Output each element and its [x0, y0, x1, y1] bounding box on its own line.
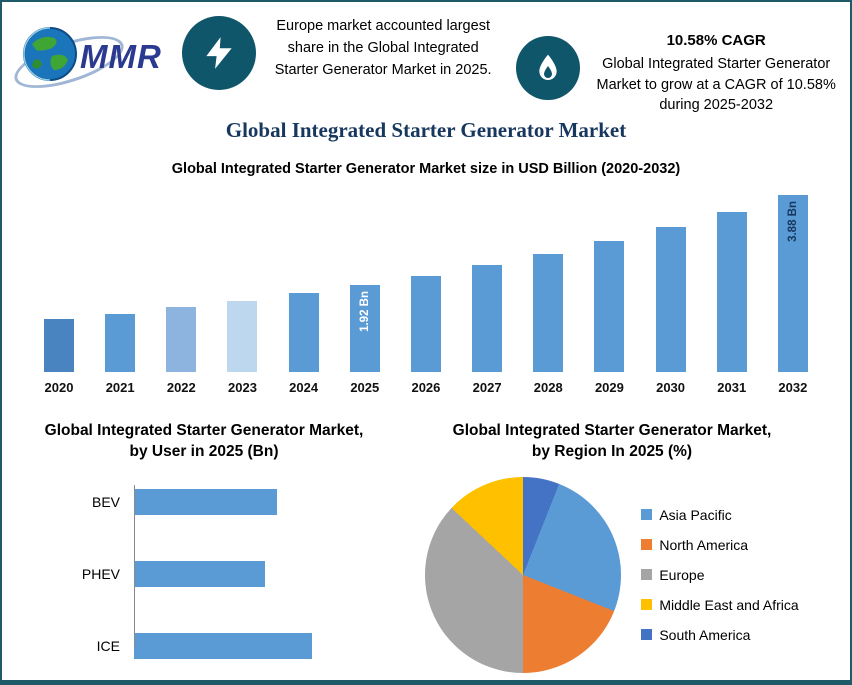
bar-column-2027: 2027 [464, 183, 510, 395]
bar-column-2032: 3.88 Bn 2032 [770, 183, 816, 395]
x-axis-label-2028: 2028 [533, 379, 563, 395]
bar-column-2025: 1.92 Bn 2025 [342, 183, 388, 395]
x-axis-label-2021: 2021 [105, 379, 135, 395]
user-bar-row-phev: PHEV [18, 560, 390, 587]
region-pie-row: Asia Pacific North America Europe Middle Ea… [425, 476, 799, 673]
user-bar-phev [134, 560, 265, 587]
bar-2029 [594, 240, 625, 372]
bar-2032: 3.88 Bn [777, 194, 808, 372]
cagr-block: 10.58% CAGR Global Integrated Starter Ge… [596, 32, 836, 116]
user-chart: Global Integrated Starter Generator Mark… [18, 421, 390, 673]
user-bar-bev [134, 488, 277, 515]
user-category-label-ice: ICE [96, 637, 120, 654]
x-axis-label-2025: 2025 [350, 379, 380, 395]
legend-swatch [641, 509, 653, 521]
x-axis-label-2029: 2029 [594, 379, 624, 395]
legend-swatch [641, 539, 653, 551]
bar-column-2024: 2024 [281, 183, 327, 395]
user-chart-title: Global Integrated Starter Generator Mark… [44, 421, 364, 460]
flame-badge [516, 36, 581, 100]
bar-column-2021: 2021 [97, 183, 143, 395]
user-category-label-bev: BEV [91, 493, 120, 510]
legend-label: Europe [659, 566, 705, 583]
legend-swatch [641, 599, 653, 611]
x-axis-label-2022: 2022 [166, 379, 196, 395]
user-category-label-phev: PHEV [81, 565, 120, 582]
region-chart: Global Integrated Starter Generator Mark… [390, 421, 834, 673]
bar-column-2030: 2030 [648, 183, 694, 395]
header: MMR Europe market accounted largest shar… [2, 2, 850, 116]
logo-text: MMR [80, 38, 162, 75]
user-bar-row-bev: BEV [18, 488, 390, 515]
x-axis-label-2023: 2023 [228, 379, 257, 395]
x-axis-label-2031: 2031 [717, 379, 747, 395]
bar-column-2022: 2022 [158, 183, 204, 395]
x-axis-label-2027: 2027 [472, 379, 502, 395]
legend-label: Middle East and Africa [659, 596, 799, 613]
bar-column-2023: 2023 [219, 183, 265, 395]
legend-label: South America [659, 626, 751, 643]
market-size-bars: 2020 2021 2022 2023 2024 1.92 Bn 2025 2026 2027 2… [36, 183, 816, 395]
legend-item-south-america: South America [641, 627, 798, 643]
lightning-icon [206, 37, 232, 69]
bar-2026 [410, 275, 441, 372]
bar-value-label-2032: 3.88 Bn [786, 200, 799, 242]
legend-item-north-america: North America [641, 537, 798, 553]
legend-label: Asia Pacific [659, 506, 732, 523]
bar-column-2031: 2031 [709, 183, 755, 395]
region-chart-title: Global Integrated Starter Generator Mark… [452, 421, 772, 460]
mmr-logo: MMR [8, 12, 176, 99]
legend-item-middle-east-and-africa: Middle East and Africa [641, 596, 799, 613]
bar-2021 [105, 313, 136, 372]
bar-column-2029: 2029 [586, 183, 632, 395]
user-bars: BEV PHEV ICE [18, 488, 390, 659]
cagr-note: Global Integrated Starter Generator Mark… [596, 56, 836, 114]
bar-2020 [44, 318, 74, 372]
legend-item-asia-pacific: Asia Pacific [641, 507, 798, 523]
lightning-badge [182, 16, 256, 90]
bar-2028 [533, 253, 564, 372]
legend-label: North America [659, 536, 749, 553]
x-axis-label-2020: 2020 [44, 379, 74, 395]
user-bars-area: BEV PHEV ICE [18, 484, 390, 659]
bottom-charts: Global Integrated Starter Generator Mark… [2, 421, 850, 673]
market-size-chart: Global Integrated Starter Generator Mark… [2, 161, 850, 395]
bar-column-2026: 2026 [403, 183, 449, 395]
x-axis-label-2032: 2032 [778, 379, 808, 395]
page-title: Global Integrated Starter Generator Mark… [225, 117, 627, 142]
europe-share-note: Europe market accounted largest share in… [274, 18, 492, 78]
bar-2022 [166, 306, 197, 372]
user-bar-row-ice: ICE [18, 632, 390, 659]
region-pie [425, 476, 622, 673]
cagr-heading: 10.58% CAGR [666, 32, 766, 49]
x-axis-label-2026: 2026 [411, 379, 441, 395]
bar-2023 [227, 300, 258, 372]
bar-2031 [716, 211, 747, 372]
legend-swatch [641, 629, 653, 641]
x-axis-label-2024: 2024 [289, 379, 319, 395]
region-legend: Asia Pacific North America Europe Middle Ea… [641, 507, 799, 643]
x-axis-label-2030: 2030 [656, 379, 686, 395]
user-bar-ice [134, 632, 312, 659]
legend-item-europe: Europe [641, 567, 798, 583]
bar-2027 [472, 264, 503, 372]
bar-value-label-2025: 1.92 Bn [358, 290, 371, 332]
globe-icon [23, 27, 77, 81]
flame-icon [539, 54, 558, 80]
bar-column-2028: 2028 [525, 183, 571, 395]
bar-2024 [288, 292, 319, 372]
market-size-chart-title: Global Integrated Starter Generator Mark… [171, 160, 681, 177]
bar-2025: 1.92 Bn [349, 284, 380, 372]
user-chart-axis-line [134, 484, 135, 647]
bar-2030 [655, 226, 686, 372]
legend-swatch [641, 569, 653, 581]
bar-column-2020: 2020 [36, 183, 82, 395]
